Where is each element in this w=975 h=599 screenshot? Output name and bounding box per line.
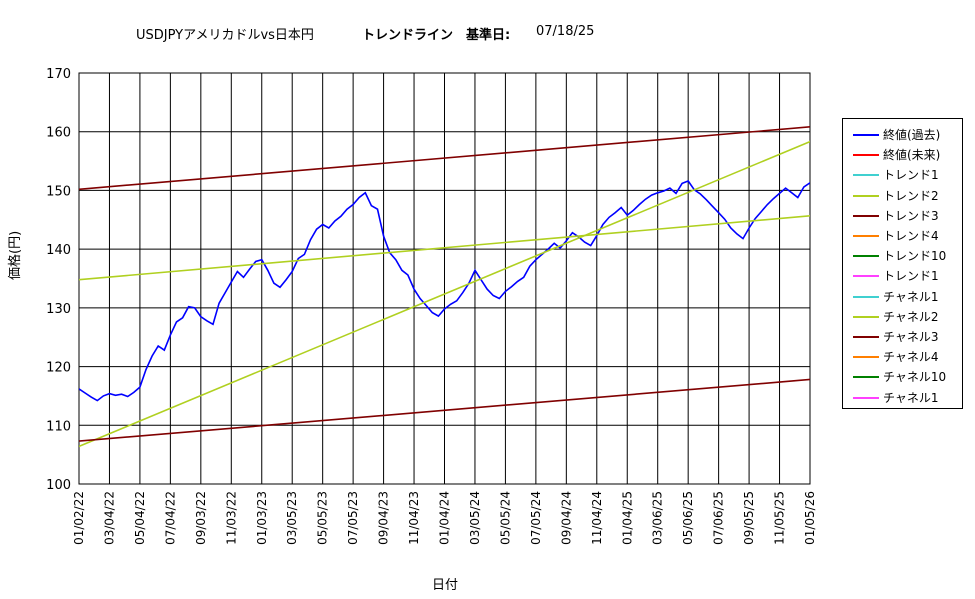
- y-axis-label: 価格(円): [8, 230, 23, 280]
- y-tick-label: 140: [46, 243, 71, 258]
- y-tick-label: 120: [46, 361, 71, 376]
- legend-label: 終値(未来): [883, 148, 941, 163]
- y-tick-label: 170: [46, 67, 71, 82]
- legend-label: トレンド4: [883, 229, 939, 243]
- y-tick-label: 110: [46, 419, 71, 434]
- legend-swatch: [853, 134, 879, 136]
- x-tick-label: 03/05/24: [468, 491, 482, 545]
- legend-swatch: [853, 336, 879, 338]
- x-tick-label: 07/05/24: [529, 491, 543, 545]
- chart-title: USDJPYアメリカドルvs日本円: [136, 28, 314, 43]
- x-tick-label: 11/04/23: [407, 491, 421, 545]
- legend-swatch: [853, 235, 879, 237]
- x-tick-label: 03/04/22: [102, 491, 116, 545]
- legend-swatch: [853, 376, 879, 379]
- legend-swatch: [853, 356, 879, 359]
- legend-label: チャネル10: [883, 370, 947, 385]
- series-line-0: [79, 180, 810, 402]
- x-tick-label: 09/04/24: [559, 491, 573, 545]
- x-tick-label: 11/04/24: [590, 491, 604, 545]
- legend-label: 終値(過去): [883, 128, 941, 142]
- legend-item: トレンド1: [843, 164, 962, 184]
- legend-swatch: [853, 154, 879, 157]
- legend: 終値(過去) 終値(未来) トレンド1 トレンド2 トレンド3 トレンド4 トレンド10 トレ…: [842, 118, 963, 409]
- legend-label: チャネル2: [883, 309, 939, 324]
- y-tick-label: 130: [46, 302, 71, 317]
- base-date: 07/18/25: [536, 24, 595, 39]
- x-tick-label: 11/03/22: [224, 491, 238, 545]
- x-tick-label: 01/05/26: [803, 491, 817, 545]
- legend-label: トレンド1: [883, 269, 939, 284]
- legend-swatch: [853, 315, 879, 318]
- legend-swatch: [853, 174, 879, 177]
- legend-item: トレンド1: [843, 265, 962, 285]
- x-tick-label: 09/05/25: [742, 491, 756, 545]
- legend-swatch: [853, 295, 879, 298]
- y-tick-label: 150: [46, 184, 71, 199]
- legend-swatch: [853, 396, 879, 399]
- x-tick-label: 03/05/23: [285, 491, 299, 545]
- x-tick-label: 09/03/22: [194, 491, 208, 545]
- x-tick-label: 07/06/25: [712, 491, 726, 545]
- legend-item: 終値(過去): [843, 124, 962, 144]
- legend-label: トレンド1: [883, 168, 939, 183]
- legend-item: トレンド4: [843, 225, 962, 245]
- legend-label: チャネル1: [883, 390, 939, 405]
- legend-item: トレンド2: [843, 185, 962, 205]
- series-line-9: [79, 215, 810, 281]
- x-tick-label: 01/04/25: [620, 491, 634, 545]
- legend-label: トレンド3: [883, 208, 939, 223]
- legend-item: チャネル1: [843, 387, 962, 407]
- x-tick-label: 05/05/23: [316, 491, 330, 545]
- x-tick-label: 07/05/23: [346, 491, 360, 545]
- legend-item: チャネル4: [843, 346, 962, 366]
- legend-item: チャネル10: [843, 366, 962, 386]
- legend-label: チャネル4: [883, 350, 939, 365]
- legend-item: 終値(未来): [843, 144, 962, 164]
- series-line-10: [79, 126, 810, 191]
- legend-label: トレンド10: [883, 249, 947, 264]
- x-tick-label: 05/04/22: [133, 491, 147, 545]
- legend-swatch: [853, 255, 879, 258]
- x-axis-label: 日付: [432, 578, 459, 593]
- legend-swatch: [853, 194, 879, 197]
- legend-swatch: [853, 214, 879, 217]
- series-line-4: [79, 378, 810, 442]
- series-line-3: [79, 140, 810, 448]
- x-tick-label: 07/04/22: [163, 491, 177, 545]
- x-tick-label: 11/05/25: [773, 491, 787, 545]
- legend-item: チャネル1: [843, 286, 962, 306]
- y-tick-label: 100: [46, 478, 71, 493]
- x-tick-label: 05/05/24: [498, 491, 512, 545]
- x-tick-label: 09/04/23: [377, 491, 391, 545]
- x-tick-label: 05/06/25: [681, 491, 695, 545]
- legend-item: トレンド10: [843, 245, 962, 265]
- legend-item: チャネル3: [843, 326, 962, 346]
- x-tick-label: 01/03/23: [255, 491, 269, 545]
- x-tick-label: 03/06/25: [651, 491, 665, 545]
- x-tick-label: 01/04/24: [438, 491, 452, 545]
- x-tick-label: 01/02/22: [72, 491, 86, 545]
- legend-swatch: [853, 275, 879, 278]
- chart-subtitle: トレンドライン 基準日:: [362, 28, 511, 43]
- legend-label: チャネル1: [883, 289, 939, 304]
- y-tick-label: 160: [46, 126, 71, 141]
- legend-label: トレンド2: [883, 188, 939, 203]
- legend-item: トレンド3: [843, 205, 962, 225]
- legend-item: チャネル2: [843, 306, 962, 326]
- legend-label: チャネル3: [883, 330, 939, 344]
